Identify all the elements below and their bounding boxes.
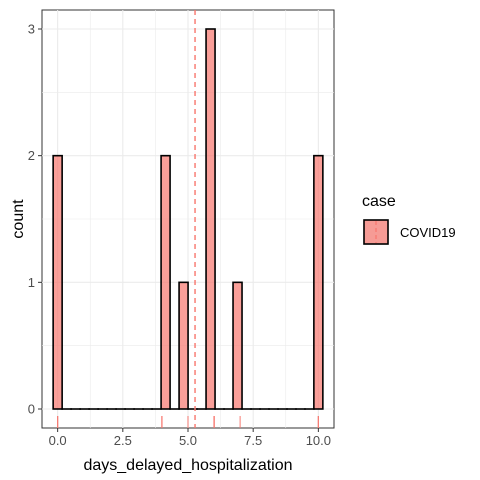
histogram-bar — [232, 281, 243, 410]
legend-key-covid19 — [363, 219, 389, 245]
histogram-bar — [178, 281, 189, 410]
y-tick-label: 3 — [28, 22, 35, 37]
y-tick-label: 1 — [28, 275, 35, 290]
histogram-bar — [160, 154, 171, 410]
rug-marks — [57, 416, 319, 428]
x-tick-label: 2.5 — [114, 433, 132, 448]
legend-label-covid19: COVID19 — [400, 225, 456, 240]
y-tick-label: 0 — [28, 402, 35, 417]
x-tick-label: 7.5 — [244, 433, 262, 448]
legend-title: case — [362, 193, 396, 210]
histogram-bar — [313, 154, 324, 410]
x-axis-ticks: 0.0 2.5 5.0 7.5 10.0 — [49, 428, 331, 448]
histogram-bar — [52, 154, 63, 410]
x-axis-title: days_delayed_hospitalization — [83, 457, 292, 474]
x-tick-label: 10.0 — [306, 433, 331, 448]
x-tick-label: 5.0 — [179, 433, 197, 448]
x-tick-label: 0.0 — [49, 433, 67, 448]
y-axis-ticks: 0 1 2 3 — [28, 22, 42, 417]
y-axis-title: count — [10, 199, 27, 239]
y-tick-label: 2 — [28, 148, 35, 163]
histogram-bars — [52, 28, 324, 410]
histogram-bar — [205, 28, 216, 410]
legend: case COVID19 — [362, 193, 456, 245]
